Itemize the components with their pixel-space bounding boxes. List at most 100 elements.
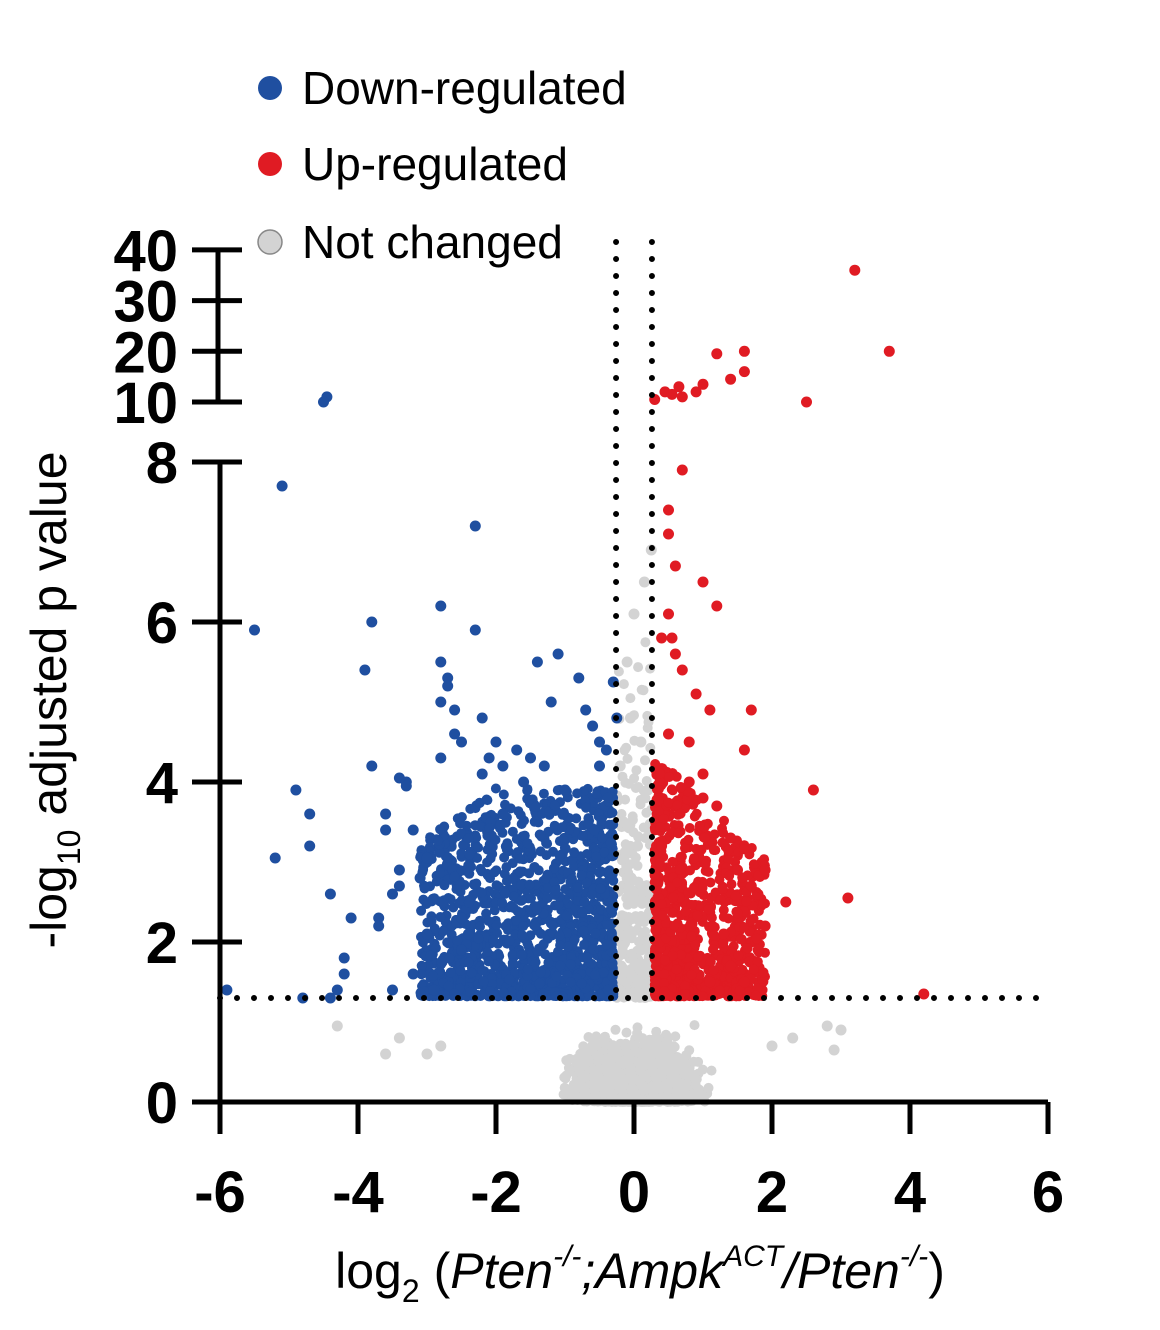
point-down-regulated — [426, 916, 437, 927]
point-down-regulated — [475, 863, 486, 874]
point-down-regulated — [476, 887, 487, 898]
point-not-changed — [632, 1028, 643, 1039]
point-down-regulated — [601, 939, 612, 950]
point-down-regulated — [475, 921, 485, 932]
point-not-changed — [635, 794, 646, 805]
point-down-regulated — [557, 809, 568, 820]
point-down-regulated — [501, 862, 512, 873]
point-up-regulated — [689, 853, 699, 864]
point-down-regulated — [561, 910, 572, 921]
point-not-changed — [561, 1055, 572, 1066]
point-down-regulated — [444, 953, 455, 964]
point-down-regulated — [435, 824, 446, 835]
point-down-regulated — [525, 983, 536, 994]
point-down-regulated — [489, 867, 500, 878]
point-not-changed — [421, 1048, 433, 1060]
point-down-regulated — [516, 895, 527, 906]
point-not-changed — [560, 1083, 571, 1094]
point-down-regulated — [433, 835, 444, 846]
point-not-changed — [601, 1053, 612, 1064]
point-not-changed — [601, 1040, 612, 1050]
point-down-regulated — [428, 971, 439, 981]
point-down-regulated — [566, 873, 577, 884]
point-down-regulated — [531, 904, 542, 915]
point-not-changed — [638, 822, 649, 833]
point-down-regulated — [455, 965, 466, 976]
point-not-changed — [689, 1020, 700, 1031]
point-not-changed — [625, 712, 636, 724]
point-not-changed — [579, 1089, 590, 1100]
point-not-changed — [662, 1035, 673, 1046]
point-down-regulated — [463, 833, 474, 844]
point-down-regulated — [478, 976, 489, 987]
point-down-regulated — [549, 800, 560, 811]
point-not-changed — [331, 1020, 343, 1032]
point-not-changed — [648, 1048, 659, 1059]
point-down-regulated — [591, 851, 602, 862]
point-not-changed — [636, 684, 647, 695]
point-up-regulated — [684, 823, 695, 833]
point-up-regulated — [708, 944, 718, 955]
point-not-changed — [632, 1047, 643, 1058]
point-not-changed — [835, 1024, 847, 1036]
point-down-regulated — [471, 878, 482, 889]
point-up-regulated — [726, 879, 737, 890]
point-up-regulated — [680, 843, 690, 854]
point-up-regulated — [719, 815, 729, 826]
point-down-regulated — [582, 952, 593, 963]
blue-dense-layer — [415, 783, 619, 1002]
point-not-changed — [625, 968, 636, 980]
point-down-regulated — [555, 940, 566, 951]
point-down-regulated — [516, 880, 527, 891]
point-down-regulated — [538, 788, 549, 799]
point-down-regulated — [512, 906, 523, 917]
point-down-regulated — [482, 947, 493, 958]
point-not-changed — [626, 914, 637, 925]
point-down-regulated — [579, 896, 590, 907]
point-down-regulated — [463, 957, 474, 968]
point-down-regulated — [529, 920, 540, 931]
point-down-regulated — [551, 971, 562, 982]
point-down-regulated — [535, 846, 546, 857]
point-down-regulated — [579, 939, 590, 950]
point-down-regulated — [481, 794, 492, 805]
point-down-regulated — [491, 920, 502, 930]
point-not-changed — [590, 1067, 601, 1077]
point-down-regulated — [594, 867, 605, 878]
point-not-changed — [633, 662, 644, 673]
point-not-changed — [631, 765, 642, 776]
point-not-changed — [621, 872, 633, 884]
point-not-changed — [610, 1024, 621, 1035]
point-not-changed — [828, 1044, 840, 1056]
point-down-regulated — [504, 974, 515, 985]
point-down-regulated — [517, 930, 528, 940]
point-not-changed — [393, 1032, 405, 1044]
point-down-regulated — [522, 964, 533, 975]
point-not-changed — [590, 1084, 601, 1095]
point-down-regulated — [449, 871, 460, 882]
point-not-changed — [625, 693, 636, 704]
point-not-changed — [620, 850, 631, 861]
point-down-regulated — [542, 838, 553, 849]
point-not-changed — [578, 1041, 589, 1052]
point-not-changed — [602, 1086, 613, 1097]
point-down-regulated — [464, 849, 475, 860]
point-not-changed — [571, 1079, 582, 1090]
point-down-regulated — [554, 930, 565, 941]
point-down-regulated — [577, 907, 588, 918]
point-not-changed — [635, 736, 647, 748]
point-down-regulated — [490, 783, 501, 794]
point-down-regulated — [535, 928, 546, 939]
point-not-changed — [573, 1058, 583, 1069]
point-not-changed — [583, 1056, 594, 1067]
point-down-regulated — [589, 825, 600, 836]
point-down-regulated — [565, 959, 576, 970]
point-up-regulated — [735, 934, 746, 945]
point-down-regulated — [607, 807, 618, 818]
point-not-changed — [635, 944, 647, 956]
point-down-regulated — [573, 882, 583, 893]
point-up-regulated — [673, 828, 684, 839]
point-up-regulated — [723, 845, 734, 856]
point-not-changed — [647, 1057, 658, 1068]
point-not-changed — [621, 1027, 632, 1038]
